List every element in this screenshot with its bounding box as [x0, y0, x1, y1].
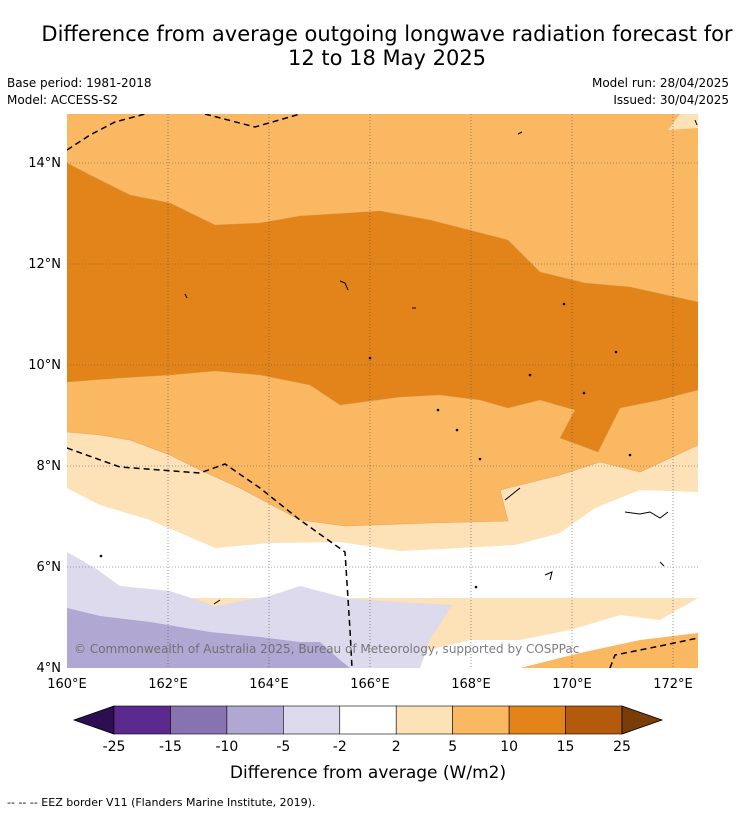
band-10-to-15: [67, 163, 698, 452]
colorbar-extend-high: [621, 705, 664, 735]
colorbar-tick-label: 25: [613, 739, 631, 755]
axis-labels: 4°N 6°N 8°N 10°N 12°N 14°N 160°E 162°E 1…: [28, 156, 693, 692]
lon-tick-label: 170°E: [552, 677, 592, 692]
islands: [99, 119, 698, 605]
meta-left: Base period: 1981-2018 Model: ACCESS-S2: [7, 75, 152, 109]
chart-title: Difference from average outgoing longwav…: [0, 22, 736, 70]
colorbar: -25 -15 -10 -5 -2 2 5 10 15 25: [72, 705, 664, 755]
base-period-text: Base period: 1981-2018: [7, 76, 152, 90]
colorbar-swatch: [339, 705, 397, 735]
colorbar-tick-label: -10: [215, 739, 238, 755]
lon-tick-label: 166°E: [350, 677, 390, 692]
issued-text: Issued: 30/04/2025: [613, 93, 729, 107]
colorbar-swatch: [226, 705, 284, 735]
colorbar-swatch: [113, 705, 171, 735]
colorbar-tick-label: 2: [392, 739, 401, 755]
colorbar-swatch: [452, 705, 510, 735]
lon-tick-label: 168°E: [451, 677, 491, 692]
colorbar-swatch: [508, 705, 566, 735]
eez-legend-text: -- -- -- EEZ border V11 (Flanders Marine…: [7, 796, 316, 809]
colorbar-tick-label: -5: [276, 739, 290, 755]
meta-right: Model run: 28/04/2025 Issued: 30/04/2025: [592, 75, 729, 109]
lon-tick-label: 160°E: [47, 677, 87, 692]
band-5-to-10-southeast: [520, 633, 698, 668]
colorbar-swatch: [395, 705, 453, 735]
anomaly-field: [67, 114, 698, 668]
colorbar-tick-label: 5: [448, 739, 457, 755]
colorbar-label: Difference from average (W/m2): [230, 763, 506, 783]
lat-tick-label: 14°N: [28, 156, 61, 171]
eez-borders: [67, 114, 698, 668]
lon-tick-label: 162°E: [148, 677, 188, 692]
lat-tick-label: 4°N: [37, 661, 62, 676]
band-neutral: [67, 488, 698, 668]
model-text: Model: ACCESS-S2: [7, 93, 119, 107]
colorbar-swatch: [170, 705, 228, 735]
colorbar-tick-label: 10: [500, 739, 518, 755]
lat-tick-label: 6°N: [37, 560, 62, 575]
colorbar-extend-low: [72, 705, 115, 735]
graticule: [67, 114, 698, 668]
attribution-text: © Commonwealth of Australia 2025, Bureau…: [74, 642, 579, 656]
colorbar-tick-label: -25: [103, 739, 126, 755]
lat-tick-label: 10°N: [28, 358, 61, 373]
title-line-1: Difference from average outgoing longwav…: [41, 22, 733, 46]
colorbar-swatch: [283, 705, 341, 735]
title-line-2: 12 to 18 May 2025: [287, 46, 487, 70]
lon-tick-label: 164°E: [249, 677, 289, 692]
model-run-text: Model run: 28/04/2025: [591, 76, 729, 90]
lat-tick-label: 8°N: [37, 459, 62, 474]
lat-tick-label: 12°N: [28, 257, 61, 272]
band-2-to-5-northeast: [668, 114, 698, 130]
colorbar-swatch: [565, 705, 623, 735]
colorbar-tick-label: -15: [159, 739, 182, 755]
colorbar-tick-label: 15: [557, 739, 575, 755]
lon-tick-label: 172°E: [653, 677, 693, 692]
colorbar-tick-label: -2: [333, 739, 347, 755]
band-minus10-to-minus5: [67, 608, 350, 668]
